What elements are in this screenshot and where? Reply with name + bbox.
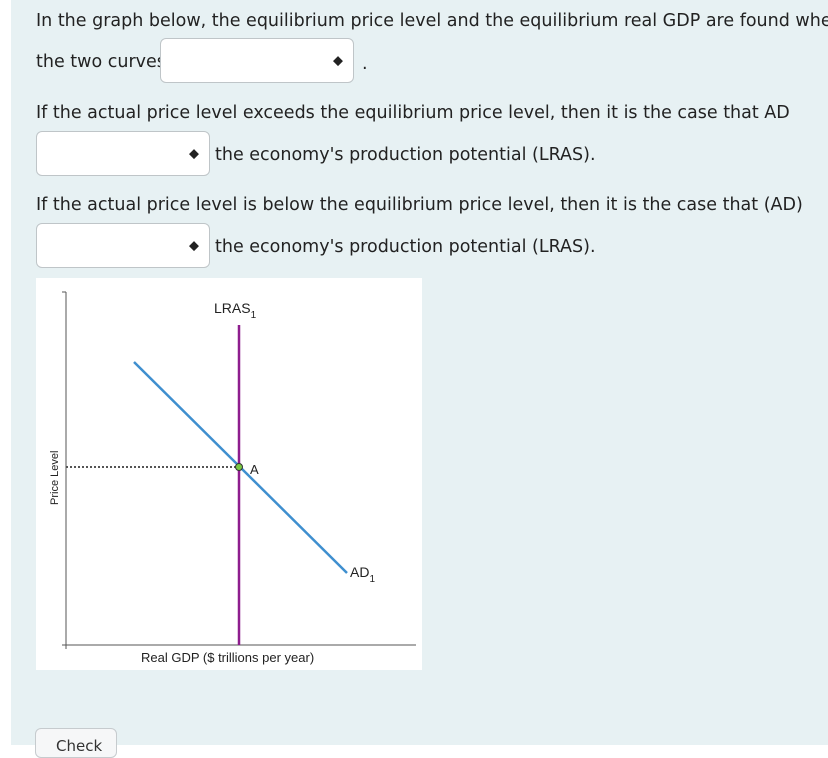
question-line-2-prefix: the two curves (36, 52, 166, 72)
up-down-caret-icon: ◆ (189, 146, 199, 161)
up-down-caret-icon: ◆ (189, 238, 199, 253)
lras-label: LRAS1 (214, 300, 257, 321)
y-axis-label: Price Level (49, 451, 61, 505)
x-axis-label: Real GDP ($ trillions per year) (141, 650, 314, 665)
question-2-suffix: the economy's production potential (LRAS… (215, 145, 596, 165)
up-down-caret-icon: ◆ (333, 53, 343, 68)
check-button-label: Check (56, 737, 103, 755)
curves-dropdown[interactable]: ◆ (160, 38, 354, 83)
question-3-suffix: the economy's production potential (LRAS… (215, 237, 596, 257)
equilibrium-point (235, 463, 243, 471)
ad-above-dropdown[interactable]: ◆ (36, 131, 210, 176)
ad-lras-graph: A LRAS1 AD1 Real GDP ($ trillions per ye… (36, 278, 422, 670)
question-line-2-suffix: . (362, 54, 368, 74)
check-answer-button[interactable]: Check (35, 728, 117, 758)
point-a-label: A (250, 462, 259, 477)
question-3-text: If the actual price level is below the e… (36, 195, 803, 215)
ad-label: AD1 (350, 564, 375, 585)
graph-svg: A LRAS1 AD1 Real GDP ($ trillions per ye… (49, 291, 416, 665)
question-2-text: If the actual price level exceeds the eq… (36, 103, 790, 123)
ad-below-dropdown[interactable]: ◆ (36, 223, 210, 268)
question-line-1: In the graph below, the equilibrium pric… (36, 11, 828, 31)
